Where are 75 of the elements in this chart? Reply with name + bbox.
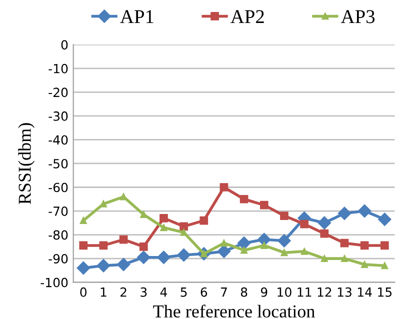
x-tick-label: 2: [120, 287, 126, 297]
x-tick-label: 15: [378, 288, 392, 297]
point: [137, 250, 150, 264]
point: [220, 240, 228, 247]
x-tick-label: 5: [180, 288, 187, 297]
y-tick-label: -30: [48, 111, 68, 121]
point: [380, 241, 389, 250]
point: [340, 238, 349, 248]
point: [260, 200, 268, 210]
point: [258, 232, 271, 246]
point: [237, 236, 251, 250]
point: [96, 259, 110, 272]
x-tick-label: 6: [200, 287, 208, 297]
point: [300, 248, 308, 255]
x-axis-title: The reference location: [153, 304, 315, 318]
x-tick-label: 0: [80, 287, 87, 297]
point: [300, 220, 308, 228]
point: [361, 261, 368, 268]
point: [280, 249, 288, 256]
y-tick-label: -60: [48, 182, 68, 192]
x-tick-label: 7: [221, 288, 227, 297]
point: [338, 206, 352, 220]
point: [140, 211, 148, 218]
point: [160, 224, 168, 232]
x-tick-label: 9: [260, 287, 268, 297]
point: [116, 258, 130, 272]
y-tick-label: -100: [40, 278, 68, 288]
point: [260, 242, 268, 249]
legend-label: AP3: [340, 10, 375, 24]
y-tick-label: -40: [48, 135, 68, 145]
x-tick-label: 8: [240, 287, 248, 297]
point: [358, 204, 372, 218]
point: [157, 250, 170, 264]
x-tick-label: 11: [298, 288, 312, 297]
point: [360, 241, 369, 250]
legend-label: AP2: [230, 10, 264, 24]
point: [318, 216, 331, 230]
y-tick-label: -70: [48, 206, 68, 216]
point: [217, 244, 231, 258]
point: [278, 234, 291, 248]
point: [220, 183, 228, 192]
point: [99, 241, 108, 250]
y-tick-label: -20: [48, 88, 68, 98]
y-tick-label: -50: [48, 158, 68, 168]
point: [180, 228, 188, 236]
x-tick-label: 12: [318, 287, 332, 297]
point: [119, 235, 128, 244]
point: [79, 241, 88, 250]
point: [80, 217, 87, 224]
point: [180, 222, 188, 231]
x-tick-label: 13: [338, 287, 352, 297]
y-tick-label: 0: [61, 40, 68, 50]
legend-label: AP1: [120, 10, 154, 24]
point: [378, 212, 392, 226]
x-tick-label: 1: [100, 288, 106, 297]
point: [240, 194, 248, 204]
point: [139, 242, 148, 251]
point: [381, 262, 388, 270]
point: [320, 229, 329, 238]
x-tick-label: 3: [140, 287, 147, 297]
y-tick-label: -80: [48, 230, 68, 240]
y-tick-label: -10: [48, 64, 68, 74]
point: [200, 216, 208, 225]
point: [320, 255, 328, 262]
point: [341, 255, 348, 262]
point: [160, 214, 168, 222]
point: [240, 246, 248, 254]
x-tick-label: 14: [358, 288, 372, 297]
x-tick-label: 4: [160, 288, 167, 297]
point: [76, 261, 90, 275]
x-tick-label: 10: [278, 287, 292, 297]
point: [177, 248, 190, 262]
y-axis-title: RSSI(dbm): [18, 123, 35, 204]
point: [280, 212, 288, 220]
y-tick-label: -90: [48, 254, 68, 264]
